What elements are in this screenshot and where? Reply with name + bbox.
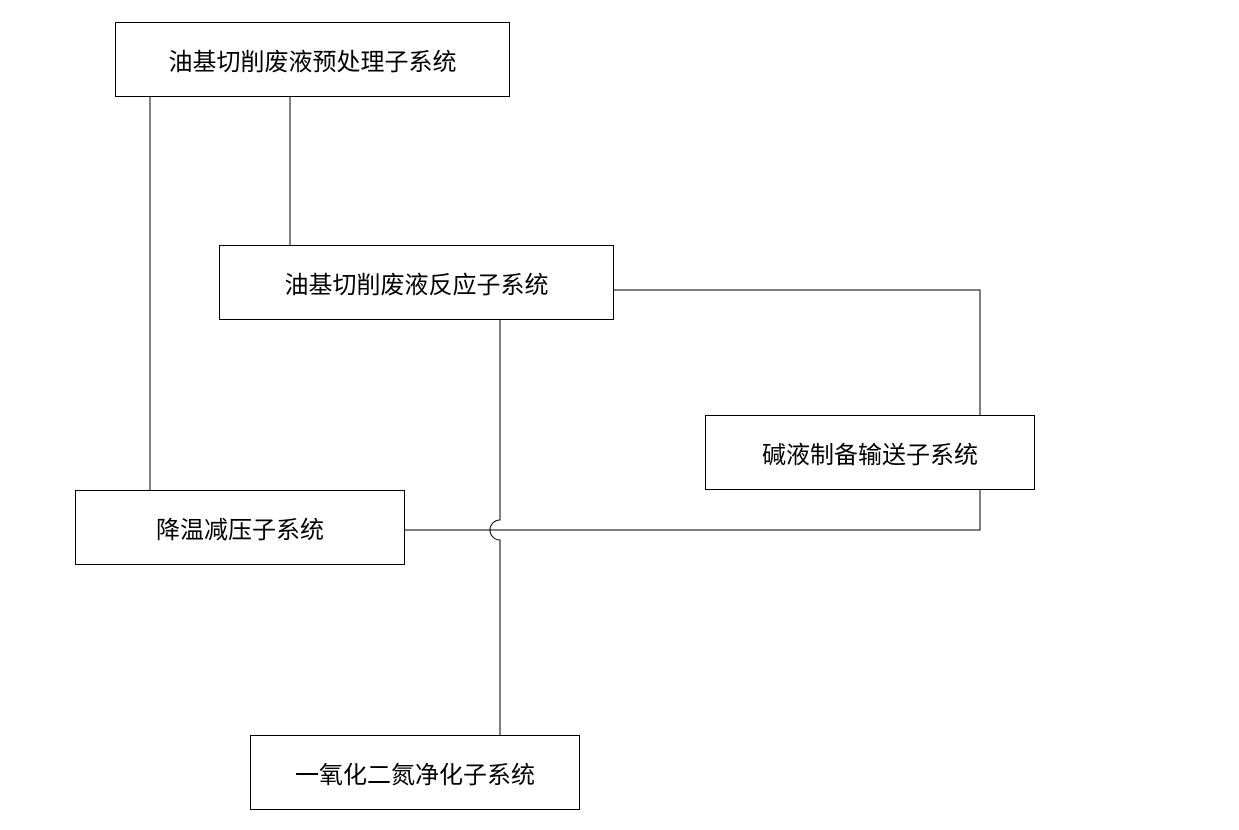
node-purification: 一氧化二氮净化子系统 (250, 735, 580, 810)
edge-reaction-to-alkali (614, 290, 980, 415)
node-purification-label: 一氧化二氮净化子系统 (295, 755, 535, 790)
node-cooling: 降温减压子系统 (75, 490, 405, 565)
flowchart-canvas: 油基切削废液预处理子系统 油基切削废液反应子系统 碱液制备输送子系统 降温减压子… (0, 0, 1239, 830)
edge-reaction-to-purification (490, 320, 500, 735)
edges-layer (0, 0, 1239, 830)
node-pretreatment: 油基切削废液预处理子系统 (115, 22, 510, 97)
node-reaction-label: 油基切削废液反应子系统 (285, 265, 549, 300)
node-alkali-label: 碱液制备输送子系统 (762, 435, 978, 470)
node-cooling-label: 降温减压子系统 (156, 510, 324, 545)
node-alkali: 碱液制备输送子系统 (705, 415, 1035, 490)
edge-alkali-to-cooling (405, 490, 980, 530)
node-reaction: 油基切削废液反应子系统 (219, 245, 614, 320)
node-pretreatment-label: 油基切削废液预处理子系统 (169, 42, 457, 77)
